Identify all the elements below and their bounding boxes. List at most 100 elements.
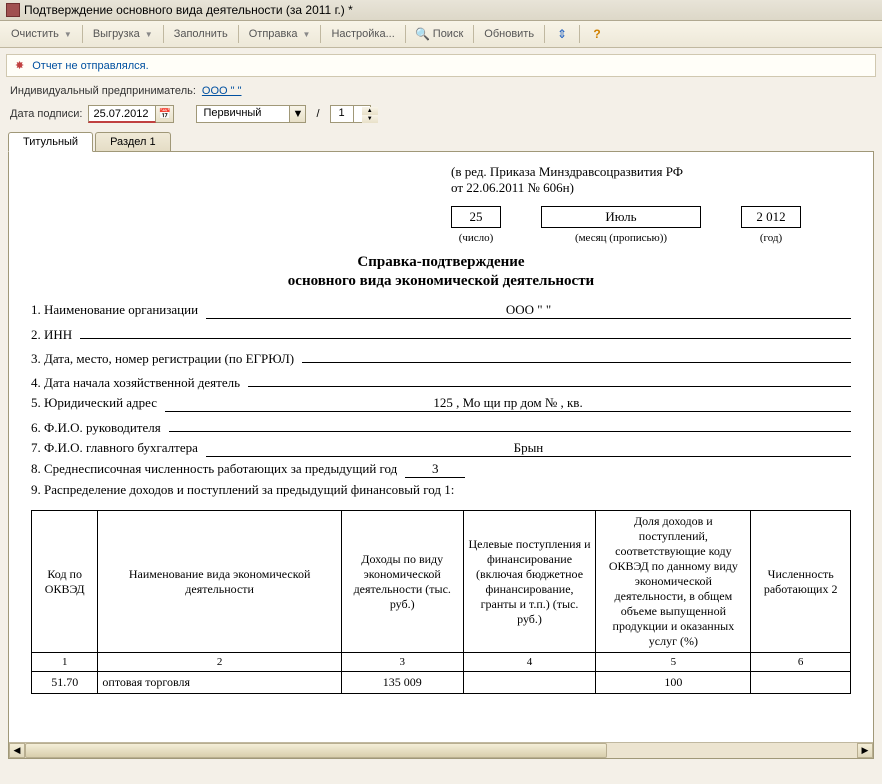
horizontal-scrollbar[interactable]: ◀ ▶	[9, 742, 873, 758]
scroll-thumb[interactable]	[25, 743, 607, 758]
scroll-track[interactable]	[25, 743, 857, 758]
month-caption: (месяц (прописью))	[541, 232, 701, 244]
year-box[interactable]: 2 012	[741, 206, 801, 228]
f1-label: 1. Наименование организации	[31, 302, 198, 318]
entrepreneur-row: Индивидуальный предприниматель: ООО " "	[0, 83, 882, 99]
th-okved: Код по ОКВЭД	[32, 511, 98, 653]
f7-label: 7. Ф.И.О. главного бухгалтера	[31, 440, 198, 456]
scroll-left-button[interactable]: ◀	[9, 743, 25, 758]
tab-section-1[interactable]: Раздел 1	[95, 132, 171, 152]
cell-okved[interactable]: 51.70	[32, 672, 98, 694]
table-row[interactable]: 51.70 оптовая торговля 135 009 100	[32, 672, 851, 694]
spin-up-button[interactable]: ▲	[362, 107, 378, 115]
calendar-button[interactable]: 📅	[156, 105, 174, 123]
date-captions: (число) (месяц (прописью)) (год)	[451, 232, 851, 244]
chevron-down-icon: ▼	[145, 30, 153, 39]
toolbar-separator	[238, 25, 239, 43]
cell-count[interactable]	[751, 672, 851, 694]
regulation-note: (в ред. Приказа Минздравсоцразвития РФ о…	[451, 164, 851, 196]
coln-1: 1	[32, 653, 98, 672]
expand-button[interactable]: ⇕	[548, 24, 576, 44]
regulation-line-1: (в ред. Приказа Минздравсоцразвития РФ	[451, 164, 851, 180]
correction-value: 1	[331, 106, 353, 122]
sign-date-input[interactable]: 25.07.2012	[88, 105, 156, 123]
search-icon: 🔍	[416, 27, 430, 41]
help-icon: ?	[590, 27, 604, 41]
f2-value[interactable]	[80, 323, 851, 339]
correction-spin[interactable]: 1 ▲ ▼	[330, 105, 371, 123]
f1-value[interactable]: ООО " "	[206, 302, 851, 319]
refresh-button[interactable]: Обновить	[477, 25, 541, 43]
f3-label: 3. Дата, место, номер регистрации (по ЕГ…	[31, 351, 294, 367]
cell-share[interactable]: 100	[596, 672, 751, 694]
expand-icon: ⇕	[555, 27, 569, 41]
chevron-down-icon: ▼	[64, 30, 72, 39]
app-icon	[6, 3, 20, 17]
entrepreneur-label: Индивидуальный предприниматель:	[10, 85, 196, 97]
f2-label: 2. ИНН	[31, 327, 72, 343]
settings-label: Настройка...	[331, 28, 394, 40]
okved-table: Код по ОКВЭД Наименование вида экономиче…	[31, 510, 851, 694]
chevron-down-icon[interactable]: ▼	[289, 106, 305, 122]
f6-value[interactable]	[169, 416, 851, 432]
cell-income[interactable]: 135 009	[341, 672, 463, 694]
sign-date-label: Дата подписи:	[10, 108, 82, 120]
table-colnum-row: 1 2 3 4 5 6	[32, 653, 851, 672]
f5-value[interactable]: 125 , Мо щи пр дом № , кв.	[165, 395, 851, 412]
chevron-down-icon: ▼	[303, 30, 311, 39]
th-income: Доходы по виду экономической деятельност…	[341, 511, 463, 653]
toolbar-separator	[544, 25, 545, 43]
th-share: Доля доходов и поступлений, соответствую…	[596, 511, 751, 653]
export-button[interactable]: Выгрузка ▼	[86, 25, 160, 43]
coln-3: 3	[341, 653, 463, 672]
slash-label: /	[312, 108, 323, 120]
th-name: Наименование вида экономической деятельн…	[98, 511, 341, 653]
spin-down-button[interactable]: ▼	[362, 115, 378, 123]
cell-name[interactable]: оптовая торговля	[98, 672, 341, 694]
coln-4: 4	[463, 653, 596, 672]
help-button[interactable]: ?	[583, 24, 611, 44]
month-box[interactable]: Июль	[541, 206, 701, 228]
th-count: Численность работающих 2	[751, 511, 851, 653]
toolbar-separator	[579, 25, 580, 43]
report-type-combo[interactable]: Первичный ▼	[196, 105, 306, 123]
toolbar-separator	[163, 25, 164, 43]
doc-subtitle: основного вида экономической деятельност…	[31, 273, 851, 290]
toolbar-separator	[405, 25, 406, 43]
window-titlebar: Подтверждение основного вида деятельност…	[0, 0, 882, 21]
regulation-line-2: от 22.06.2011 № 606н)	[451, 180, 851, 196]
year-caption: (год)	[741, 232, 801, 244]
entrepreneur-link[interactable]: ООО " "	[202, 85, 242, 97]
cell-targeted[interactable]	[463, 672, 596, 694]
clear-button[interactable]: Очистить ▼	[4, 25, 79, 43]
f8-label: 8. Среднесписочная численность работающи…	[31, 461, 397, 477]
doc-title: Справка-подтверждение	[31, 254, 851, 271]
refresh-label: Обновить	[484, 28, 534, 40]
toolbar-separator	[82, 25, 83, 43]
f5-label: 5. Юридический адрес	[31, 395, 157, 411]
f7-value[interactable]: Брын	[206, 440, 851, 457]
report-type-value: Первичный	[197, 106, 289, 122]
clear-label: Очистить	[11, 28, 59, 40]
f4-value[interactable]	[248, 371, 851, 387]
coln-2: 2	[98, 653, 341, 672]
fill-button[interactable]: Заполнить	[167, 25, 235, 43]
f9-label: 9. Распределение доходов и поступлений з…	[31, 482, 454, 498]
date-boxes: 25 Июль 2 012	[451, 206, 851, 228]
coln-5: 5	[596, 653, 751, 672]
search-label: Поиск	[433, 28, 463, 40]
table-header-row: Код по ОКВЭД Наименование вида экономиче…	[32, 511, 851, 653]
tab-title-page[interactable]: Титульный	[8, 132, 93, 152]
day-caption: (число)	[451, 232, 501, 244]
f3-value[interactable]	[302, 347, 851, 363]
f8-value[interactable]: 3	[405, 461, 465, 478]
send-button[interactable]: Отправка ▼	[242, 25, 318, 43]
document-area: (в ред. Приказа Минздравсоцразвития РФ о…	[8, 151, 874, 759]
fill-label: Заполнить	[174, 28, 228, 40]
f6-label: 6. Ф.И.О. руководителя	[31, 420, 161, 436]
search-button[interactable]: 🔍 Поиск	[409, 24, 470, 44]
settings-button[interactable]: Настройка...	[324, 25, 401, 43]
day-box[interactable]: 25	[451, 206, 501, 228]
scroll-right-button[interactable]: ▶	[857, 743, 873, 758]
main-toolbar: Очистить ▼ Выгрузка ▼ Заполнить Отправка…	[0, 21, 882, 48]
